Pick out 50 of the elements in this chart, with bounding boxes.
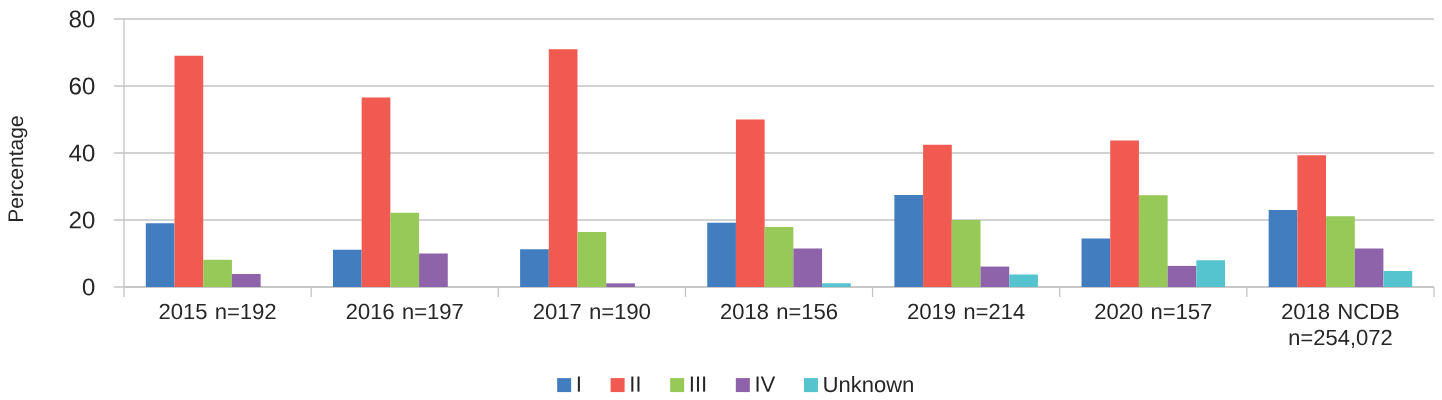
bar xyxy=(577,232,607,287)
bar xyxy=(1009,274,1038,287)
x-tick-label: 2016 n=197 xyxy=(346,303,463,320)
bar xyxy=(707,222,736,287)
bar xyxy=(735,119,765,287)
bar xyxy=(231,273,261,287)
x-tick-label: 2017 n=190 xyxy=(533,303,650,320)
bar xyxy=(419,253,448,287)
bar xyxy=(1297,155,1327,287)
legend-label: IV xyxy=(756,376,776,392)
y-tick-label: 60 xyxy=(69,77,95,95)
bar xyxy=(361,97,391,287)
bar xyxy=(822,283,851,287)
x-tick-label: 2018 NCDB n=254,072 xyxy=(1282,303,1399,348)
bar xyxy=(548,49,578,287)
bar xyxy=(1167,265,1197,287)
x-tick-label: 2015 n=192 xyxy=(159,303,276,320)
y-tick-label: 80 xyxy=(69,10,95,28)
x-tick-label: 2020 n=157 xyxy=(1095,303,1212,320)
bar xyxy=(520,249,549,287)
bar xyxy=(1110,140,1139,287)
bar xyxy=(793,248,823,287)
x-tick-label: 2019 n=214 xyxy=(908,303,1025,320)
bar xyxy=(1326,216,1355,287)
legend-label: II xyxy=(631,376,640,392)
bar xyxy=(1138,195,1168,287)
y-axis-title: Percentage xyxy=(8,116,28,222)
legend-label: I xyxy=(577,376,580,392)
y-tick-label: 0 xyxy=(82,278,95,296)
bar xyxy=(980,266,1010,287)
bar xyxy=(390,212,420,287)
legend-label: Unknown xyxy=(824,376,913,393)
bar xyxy=(1268,209,1298,287)
bar xyxy=(203,259,232,287)
bar xyxy=(1383,270,1413,287)
y-tick-label: 40 xyxy=(69,144,95,162)
legend-label: III xyxy=(690,376,706,392)
y-tick-label: 20 xyxy=(69,211,95,229)
bar xyxy=(1196,260,1226,287)
bar xyxy=(1081,238,1111,287)
bar xyxy=(145,223,175,287)
bar xyxy=(1354,248,1384,287)
bar xyxy=(923,144,952,287)
bar xyxy=(174,55,204,287)
bar xyxy=(894,194,924,287)
bar xyxy=(951,220,981,287)
bar xyxy=(764,227,794,287)
bar xyxy=(606,283,635,287)
bar xyxy=(332,249,362,287)
x-tick-label: 2018 n=156 xyxy=(721,303,838,320)
